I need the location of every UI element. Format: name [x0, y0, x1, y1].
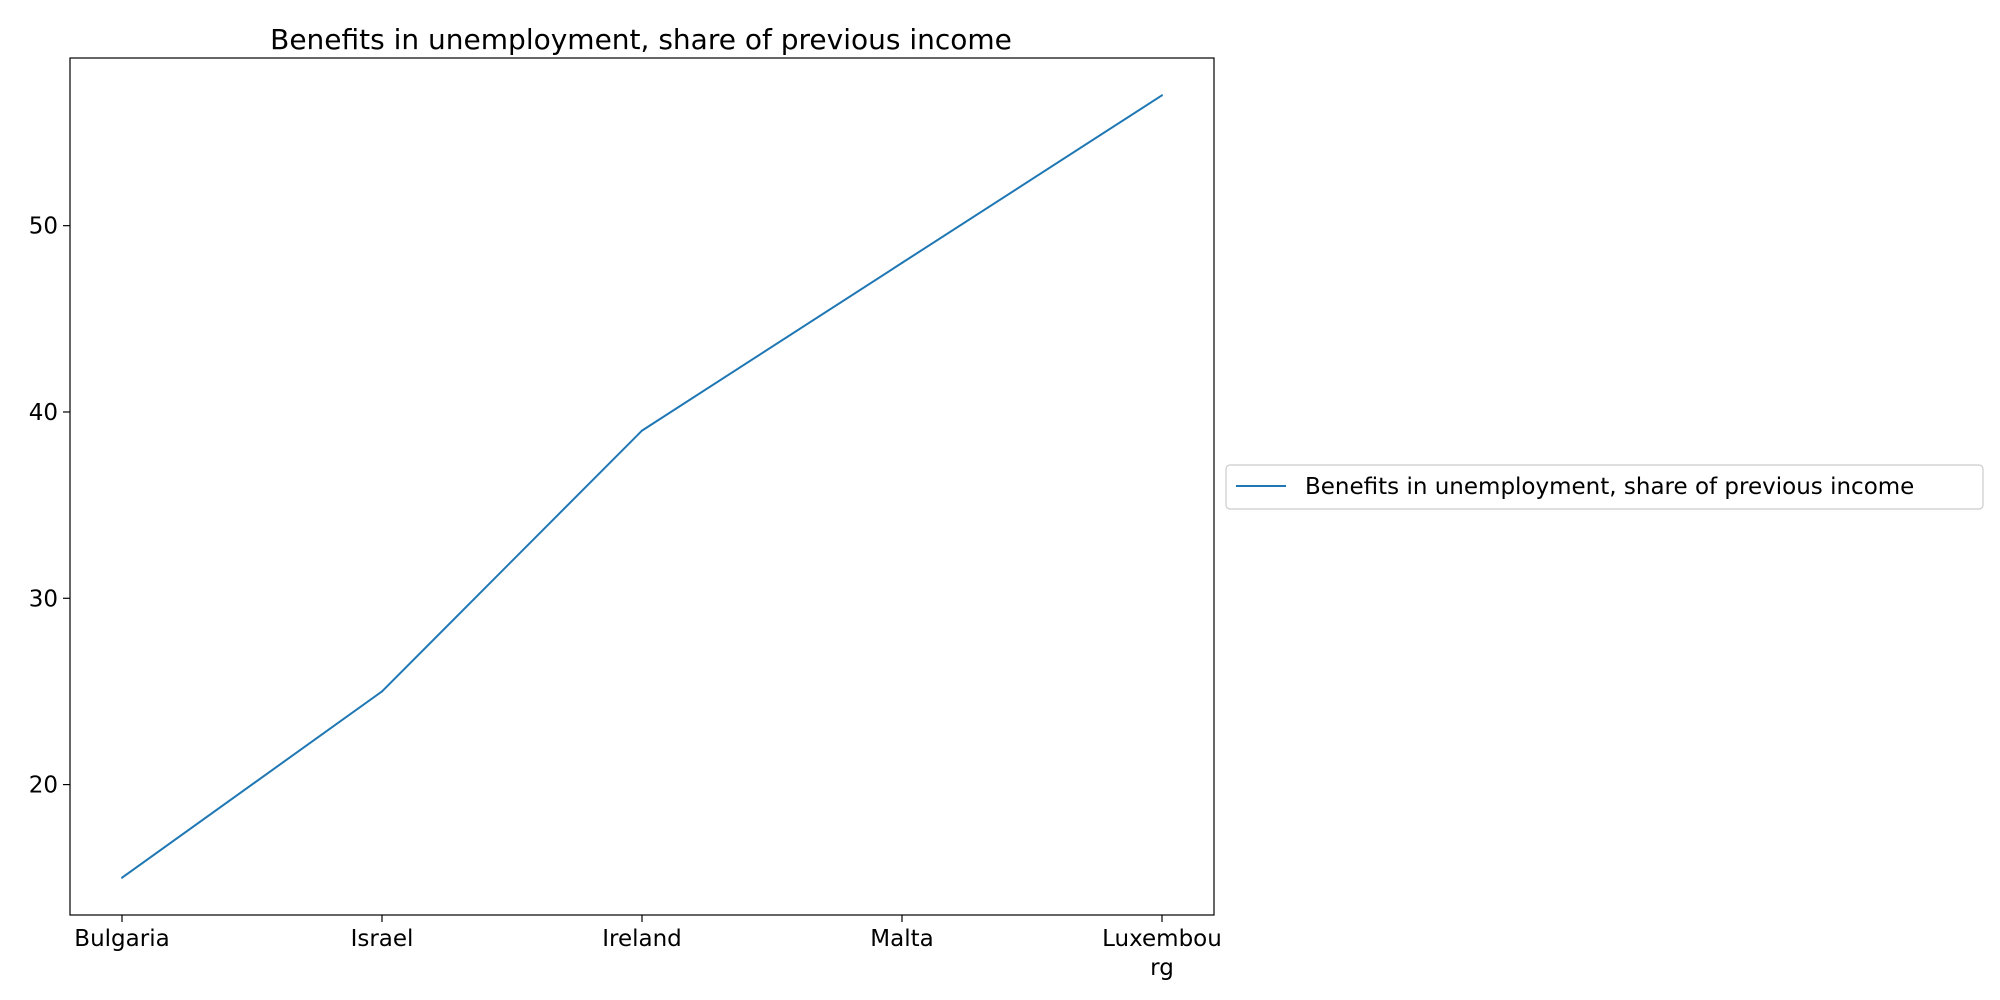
series-layer	[121, 94, 1163, 879]
y-tick-label: 30	[29, 586, 58, 612]
chart-title: Benefits in unemployment, share of previ…	[270, 23, 1012, 56]
x-tick-label-line: Israel	[351, 926, 414, 952]
x-tick-label: Israel	[351, 926, 414, 952]
data-point	[641, 429, 643, 432]
x-tick-label-line: Malta	[870, 926, 933, 952]
legend-box	[1225, 464, 1984, 510]
y-tick-label: 50	[29, 214, 58, 240]
y-tick-label: 40	[29, 400, 58, 426]
x-tick-label-line: Ireland	[602, 926, 682, 952]
data-point	[381, 690, 383, 693]
plot-area	[69, 57, 1215, 916]
y-axis: 20 30 40 50	[29, 214, 70, 799]
x-tick-label-line: Luxembou	[1102, 926, 1222, 952]
legend-label: Benefits in unemployment, share of previ…	[1305, 474, 1914, 500]
data-point	[901, 261, 903, 264]
series-line	[121, 94, 1163, 879]
x-tick-label: Malta	[870, 926, 933, 952]
y-tick-label: 20	[29, 773, 58, 799]
x-tick-label: Luxembou rg	[1102, 926, 1222, 981]
legend: Benefits in unemployment, share of previ…	[1225, 464, 1984, 510]
x-axis: Bulgaria Israel Ireland Malta Luxembou rg	[74, 915, 1222, 981]
x-tick-label-line: Bulgaria	[74, 926, 169, 952]
x-tick-label: Bulgaria	[74, 926, 169, 952]
x-tick-label-line: rg	[1150, 955, 1174, 981]
data-point	[121, 876, 123, 879]
x-tick-label: Ireland	[602, 926, 682, 952]
data-point	[1161, 94, 1163, 97]
